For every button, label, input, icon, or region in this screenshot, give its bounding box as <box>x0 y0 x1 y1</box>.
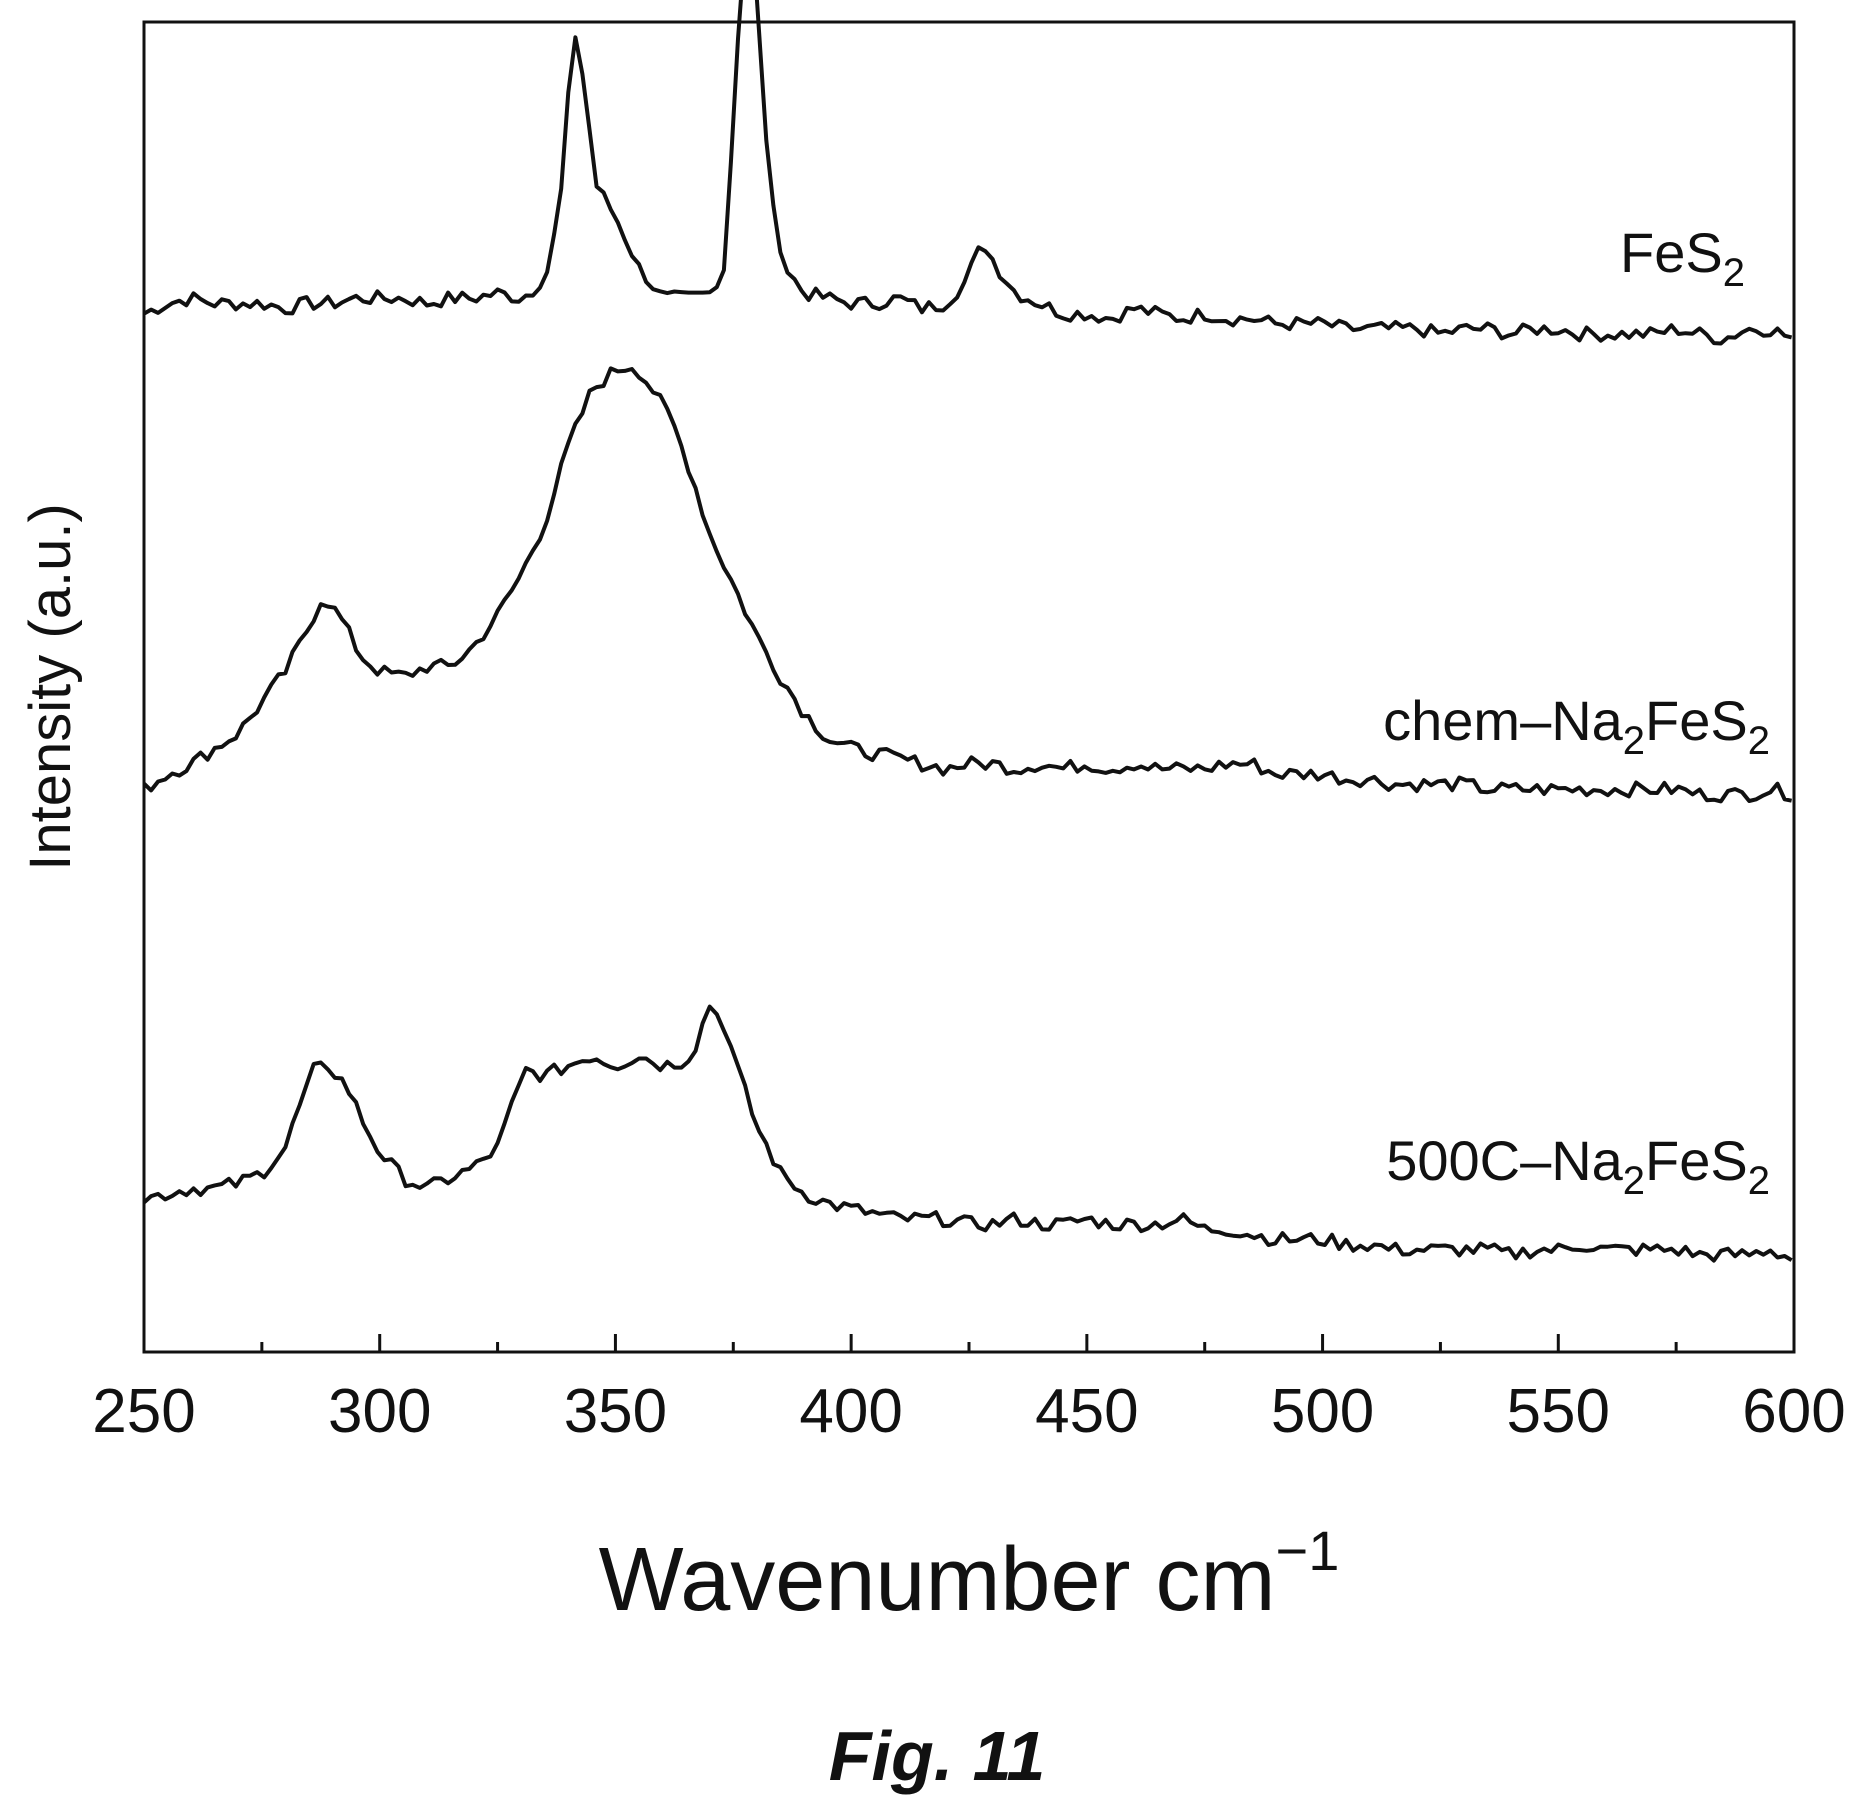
x-axis-title: Wavenumber cm−1 <box>599 1519 1340 1630</box>
x-axis-ticks: 250 300 350 400 450 500 550 600 <box>92 1334 1846 1446</box>
x-axis-title-superscript: −1 <box>1276 1519 1340 1582</box>
y-axis-title: Intensity (a.u.) <box>18 503 83 870</box>
x-tick-label: 250 <box>92 1377 195 1446</box>
x-tick-label: 300 <box>328 1377 431 1446</box>
x-tick-label: 500 <box>1271 1377 1374 1446</box>
series-line <box>142 1004 1793 1263</box>
series-labels: FeS2 chem–Na2FeS2 500C–Na2FeS2 <box>1383 221 1770 1203</box>
series-lines <box>142 0 1793 1263</box>
series-line <box>142 366 1792 804</box>
x-tick-label: 550 <box>1507 1377 1610 1446</box>
x-tick-label: 400 <box>799 1377 902 1446</box>
series-label: 500C–Na2FeS2 <box>1386 1129 1770 1203</box>
series-line <box>142 0 1793 346</box>
x-tick-label: 600 <box>1742 1377 1845 1446</box>
x-tick-label: 350 <box>564 1377 667 1446</box>
figure-caption: Fig. 11 <box>829 1717 1046 1795</box>
x-tick-label: 450 <box>1035 1377 1138 1446</box>
series-label: chem–Na2FeS2 <box>1383 689 1770 763</box>
series-label: FeS2 <box>1620 221 1745 295</box>
